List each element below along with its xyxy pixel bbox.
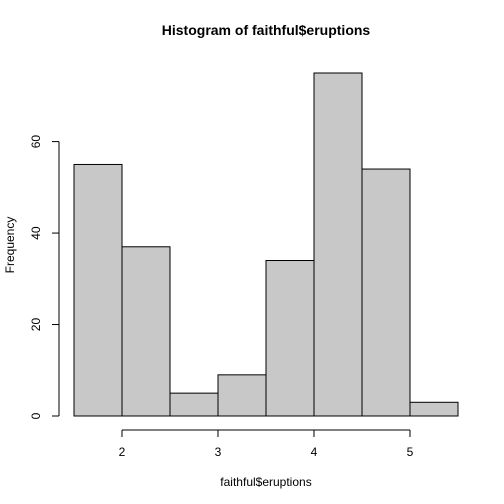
histogram-bar: [121, 246, 171, 417]
histogram-bar: [409, 401, 459, 417]
x-axis-label: faithful$eruptions: [220, 475, 311, 489]
histogram-bar: [73, 163, 123, 417]
histogram-bar: [313, 72, 363, 417]
x-tick-label: 5: [407, 445, 414, 459]
y-axis-label: Frequency: [3, 217, 17, 274]
x-tick-label: 2: [119, 445, 126, 459]
histogram-bar: [361, 168, 411, 417]
histogram-bar: [217, 374, 267, 417]
x-tick-label: 3: [215, 445, 222, 459]
chart-title: Histogram of faithful$eruptions: [162, 22, 371, 38]
y-tick-label: 40: [29, 226, 43, 240]
y-tick-label: 20: [29, 318, 43, 332]
x-axis: 2 3 4 5: [119, 429, 414, 459]
bars-group: [73, 72, 459, 417]
histogram-bar: [169, 392, 219, 417]
y-tick-label: 0: [29, 412, 43, 419]
y-axis: 0 20 40 60: [29, 135, 60, 419]
x-tick-label: 4: [311, 445, 318, 459]
histogram-bar: [265, 260, 315, 417]
y-tick-label: 60: [29, 135, 43, 149]
